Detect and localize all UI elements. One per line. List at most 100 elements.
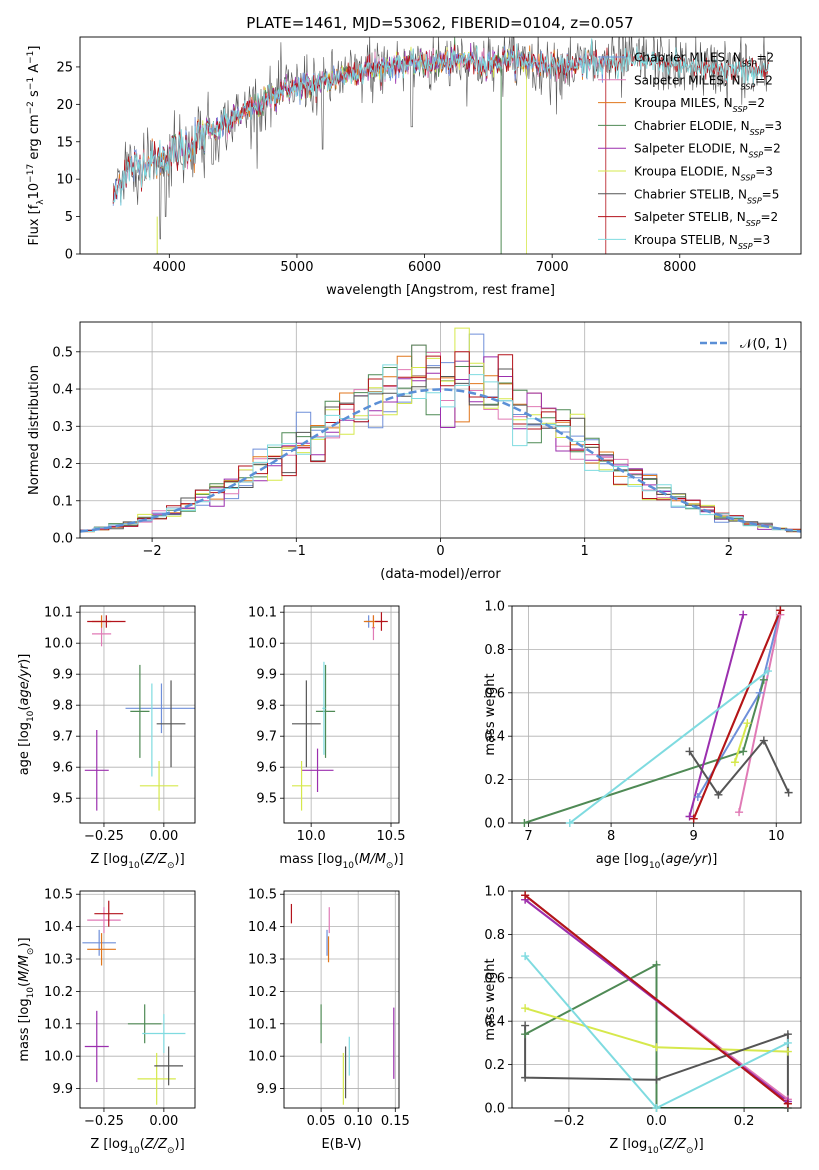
spectrum-xtick-label: 4000	[153, 260, 186, 275]
weight_vs_Z-ytick-label: 0.6	[484, 971, 505, 986]
legend-entry: Chabrier MILES, NSSP=2	[634, 51, 774, 69]
age_vs_mass-ytick-label: 9.8	[256, 699, 277, 714]
weight-marker	[521, 952, 530, 961]
weight-vs-Z-xlabel: Z [log10(Z/Z⊙)]	[609, 1137, 703, 1156]
mass_vs_Z-ytick-label: 10.5	[44, 888, 73, 903]
weight_vs_Z-panel: −0.2 0.0 0.2 0.0 0.2 0.4 0.6 0.8 1.0 mass weight Z…	[483, 885, 802, 1156]
spectrum-ytick-label: 10	[56, 173, 73, 188]
age_vs_mass-ytick-label: 9.7	[256, 730, 277, 745]
weight_vs_age-ytick-label: 0.8	[484, 643, 505, 658]
spectrum-xlabel: wavelength [Angstrom, rest frame]	[326, 283, 555, 298]
spectrum-ylabel: Flux [fλ10−17 erg cm−2 s−1 A−1]	[26, 46, 46, 246]
weight-vs-age-xlabel: age [log10(age/yr)]	[596, 852, 718, 871]
weight-marker	[783, 1047, 792, 1056]
legend-entry: Chabrier STELIB, NSSP=5	[634, 187, 779, 205]
residuals-ytick-label: 0.4	[52, 383, 73, 398]
mass_vs_ebv-panel: 0.05 0.10 0.15 9.9 10.0 10.1 10.2 10.3 10.4 10.5 E…	[248, 888, 410, 1152]
weight_vs_age-xtick-label: 7	[524, 829, 532, 844]
age-vs-mass-xlabel: mass [log10(M/M⊙)]	[279, 852, 403, 871]
gaussian-curve	[80, 388, 801, 533]
spectrum-panel: 4000 5000 6000 7000 8000 0 5 10 15 20 25 Flux [fλ10…	[26, 36, 802, 298]
weight_vs_age-ytick-label: 1.0	[484, 600, 505, 615]
weight-marker	[743, 719, 752, 728]
spectrum-ytick-label: 25	[56, 60, 73, 75]
weight-line	[733, 722, 749, 763]
age_vs_Z-panel: −0.25 0.00 9.5 9.6 9.7 9.8 9.9 10.0 10.1 Z [log10…	[17, 605, 196, 871]
weight-line	[688, 738, 790, 797]
age-vs-Z-ylabel: age [log10(age/yr)]	[17, 654, 36, 776]
legend-entry: Kroupa ELODIE, NSSP=3	[634, 165, 773, 183]
weight-marker	[521, 1073, 530, 1082]
weight-marker	[763, 667, 772, 676]
spectrum-frame	[79, 36, 802, 255]
spectrum-xtick-label: 5000	[280, 260, 313, 275]
weight-marker	[755, 688, 764, 697]
mass_vs_ebv-ytick-label: 9.9	[256, 1082, 277, 1097]
weight-marker	[739, 747, 748, 756]
weight-marker	[521, 1030, 530, 1039]
age_vs_Z-xtick-label: −0.25	[84, 829, 124, 844]
legend-entry: Salpeter STELIB, NSSP=2	[634, 210, 778, 228]
age_vs_mass-ytick-label: 10.1	[248, 606, 277, 621]
weight_vs_age-ytick-label: 0.0	[484, 817, 505, 832]
age_vs_mass-panel: 10.0 10.5 9.5 9.6 9.7 9.8 9.9 10.0 10.1 mass [log…	[248, 605, 406, 871]
age_vs_Z-ytick-label: 10.1	[44, 606, 73, 621]
weight-marker	[783, 1038, 792, 1047]
age_vs_mass-ytick-label: 9.6	[256, 761, 277, 776]
weight-marker	[735, 808, 744, 817]
mass_vs_ebv-ytick-label: 10.0	[248, 1050, 277, 1065]
residuals-panel: −2 −1 0 1 2 0.0 0.1 0.2 0.3 0.4 0.5 𝒩(0, 1) (data-mo…	[27, 321, 802, 582]
age_vs_Z-ytick-label: 9.6	[52, 761, 73, 776]
legend-entry: 𝒩(0, 1)	[740, 337, 787, 352]
histogram-step	[80, 351, 801, 532]
age_vs_Z-ytick-label: 9.8	[52, 699, 73, 714]
histogram-step	[80, 364, 801, 532]
weight_vs_Z-ytick-label: 0.0	[484, 1102, 505, 1117]
weight-marker	[784, 788, 793, 797]
weight_vs_age-xtick-label: 8	[607, 829, 615, 844]
weight_vs_age-ylabel: mass weight	[483, 673, 498, 755]
residuals-ytick-label: 0.0	[52, 532, 73, 547]
residuals-xlabel: (data-model)/error	[380, 567, 501, 582]
residuals-ytick-label: 0.1	[52, 494, 73, 509]
weight_vs_age-panel: 7 8 9 10 0.0 0.2 0.4 0.6 0.8 1.0 mass weight age [l…	[483, 600, 802, 871]
residuals-ylabel: Normed distribution	[27, 365, 42, 495]
weight-line	[692, 609, 782, 820]
weight-line	[738, 614, 782, 813]
residuals-xtick-label: 2	[725, 544, 733, 559]
mass_vs_ebv-ytick-label: 10.4	[248, 920, 277, 935]
weight_vs_age-plot-area	[524, 609, 790, 823]
weight-marker	[521, 1021, 530, 1030]
spectrum-ytick-label: 15	[56, 135, 73, 150]
mass_vs_ebv-xtick-label: 0.15	[381, 1114, 410, 1129]
weight_vs_Z-xtick-label: 0.0	[646, 1114, 667, 1129]
age_vs_Z-ytick-label: 9.5	[52, 792, 73, 807]
weight-marker	[759, 736, 768, 745]
age_vs_mass-xtick-label: 10.5	[377, 829, 406, 844]
mass-vs-ebv-xlabel: E(B-V)	[321, 1137, 361, 1152]
spectrum-ytick-label: 20	[56, 98, 73, 113]
weight-line	[569, 670, 769, 823]
weight-marker	[685, 812, 694, 821]
mass-vs-Z-xlabel: Z [log10(Z/Z⊙)]	[90, 1137, 184, 1156]
age_vs_Z-plot-area	[84, 615, 195, 811]
age_vs_Z-ytick-label: 9.7	[52, 730, 73, 745]
mass_vs_Z-ytick-label: 10.1	[44, 1017, 73, 1032]
spectrum-ytick-label: 5	[65, 210, 73, 225]
weight-marker	[730, 758, 739, 767]
age_vs_mass-xtick-label: 10.0	[297, 829, 326, 844]
age_vs_Z-frame	[79, 605, 196, 824]
age_vs_Z-ytick-label: 10.0	[44, 637, 73, 652]
legend-entry: Kroupa STELIB, NSSP=3	[634, 233, 770, 251]
age_vs_mass-frame	[283, 605, 400, 824]
weight-marker	[652, 1043, 661, 1052]
mass_vs_ebv-ytick-label: 10.1	[248, 1017, 277, 1032]
age_vs_mass-plot-area	[291, 612, 388, 811]
mass_vs_Z-ytick-label: 9.9	[52, 1082, 73, 1097]
weight_vs_age-ytick-label: 0.4	[484, 730, 505, 745]
mass_vs_Z-ytick-label: 10.2	[44, 985, 73, 1000]
residuals-xtick-label: −1	[287, 544, 306, 559]
spectrum-xtick-label: 7000	[536, 260, 569, 275]
weight-marker	[652, 960, 661, 969]
